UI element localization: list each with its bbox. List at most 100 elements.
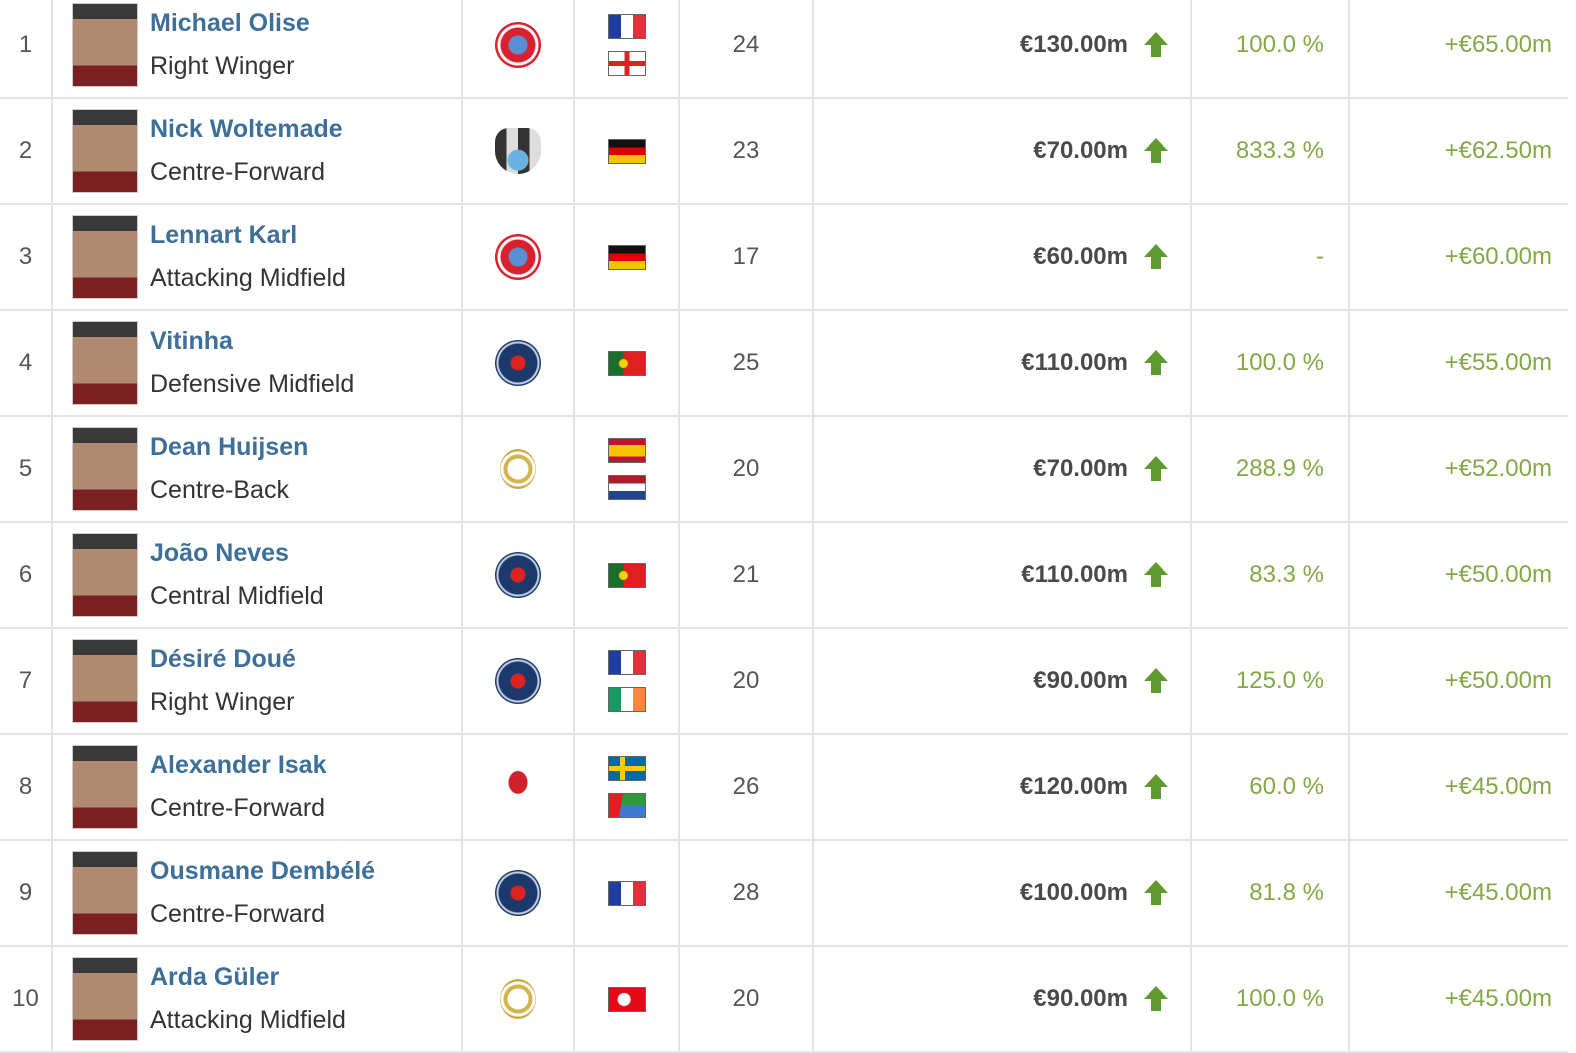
newcastle-logo[interactable] xyxy=(495,128,541,174)
table-row: 3 Lennart Karl Attacking Midfield 17 €60… xyxy=(0,205,1568,311)
player-photo[interactable] xyxy=(72,321,138,405)
flag-portugal-icon xyxy=(607,350,646,376)
psg-logo[interactable] xyxy=(495,552,541,598)
player-name-link[interactable]: Dean Huijsen xyxy=(150,433,309,461)
market-value: €90.00m xyxy=(1033,985,1128,1012)
player-photo[interactable] xyxy=(72,3,138,87)
age: 17 xyxy=(680,205,814,309)
player-name-link[interactable]: Vitinha xyxy=(150,327,233,355)
nationality-cell xyxy=(575,841,680,945)
flag-spain-icon xyxy=(607,438,646,463)
player-cell: Vitinha Defensive Midfield xyxy=(53,311,463,415)
value-gain: +€45.00m xyxy=(1444,879,1552,906)
up-arrow-icon xyxy=(1144,880,1168,906)
rank: 8 xyxy=(0,735,53,839)
market-value: €70.00m xyxy=(1033,455,1128,482)
age: 25 xyxy=(680,311,814,415)
real-madrid-logo[interactable] xyxy=(500,979,536,1019)
bayern-munich-logo[interactable] xyxy=(495,22,541,68)
liverpool-logo[interactable] xyxy=(495,764,541,810)
market-value-cell: €110.00m xyxy=(814,311,1192,415)
up-arrow-icon xyxy=(1144,32,1168,58)
player-name-link[interactable]: João Neves xyxy=(150,539,289,567)
player-position: Centre-Back xyxy=(150,476,289,504)
club-cell xyxy=(463,417,575,521)
player-cell: Alexander Isak Centre-Forward xyxy=(53,735,463,839)
psg-logo[interactable] xyxy=(495,870,541,916)
player-cell: João Neves Central Midfield xyxy=(53,523,463,627)
table-row: 9 Ousmane Dembélé Centre-Forward 28 €100… xyxy=(0,841,1568,947)
flag-ireland-icon xyxy=(607,687,646,712)
player-name-link[interactable]: Désiré Doué xyxy=(150,645,296,673)
age: 20 xyxy=(680,947,814,1051)
market-value: €110.00m xyxy=(1021,561,1128,588)
value-gain: +€50.00m xyxy=(1444,667,1552,694)
player-photo[interactable] xyxy=(72,427,138,511)
table-row: 1 Michael Olise Right Winger 24 €130.00m… xyxy=(0,0,1568,99)
change-percent: 288.9 % xyxy=(1192,417,1350,521)
club-cell xyxy=(463,523,575,627)
nationality-cell xyxy=(575,947,680,1051)
bayern-munich-logo[interactable] xyxy=(495,234,541,280)
player-photo[interactable] xyxy=(72,109,138,193)
player-cell: Dean Huijsen Centre-Back xyxy=(53,417,463,521)
flag-france-icon xyxy=(607,880,646,906)
player-photo[interactable] xyxy=(72,215,138,299)
psg-logo[interactable] xyxy=(495,658,541,704)
market-value-cell: €60.00m xyxy=(814,205,1192,309)
age: 23 xyxy=(680,99,814,203)
change-percent: - xyxy=(1192,205,1350,309)
player-cell: Désiré Doué Right Winger xyxy=(53,629,463,733)
real-madrid-logo[interactable] xyxy=(500,449,536,489)
market-value: €60.00m xyxy=(1033,243,1128,270)
rank: 4 xyxy=(0,311,53,415)
player-photo[interactable] xyxy=(72,745,138,829)
value-gain: +€62.50m xyxy=(1444,137,1552,164)
age: 20 xyxy=(680,417,814,521)
player-name-link[interactable]: Alexander Isak xyxy=(150,751,327,779)
change-percent: 83.3 % xyxy=(1192,523,1350,627)
player-name-link[interactable]: Michael Olise xyxy=(150,9,310,37)
rank: 3 xyxy=(0,205,53,309)
player-name-link[interactable]: Nick Woltemade xyxy=(150,115,343,143)
psg-logo[interactable] xyxy=(495,340,541,386)
rank: 5 xyxy=(0,417,53,521)
value-gain: +€65.00m xyxy=(1444,31,1552,58)
change-percent: 125.0 % xyxy=(1192,629,1350,733)
rank: 1 xyxy=(0,0,53,97)
player-position: Centre-Forward xyxy=(150,794,326,822)
table-row: 4 Vitinha Defensive Midfield 25 €110.00m… xyxy=(0,311,1568,417)
value-gain: +€50.00m xyxy=(1444,561,1552,588)
player-name-link[interactable]: Lennart Karl xyxy=(150,221,298,249)
player-photo[interactable] xyxy=(72,957,138,1041)
age: 21 xyxy=(680,523,814,627)
up-arrow-icon xyxy=(1144,244,1168,270)
age: 20 xyxy=(680,629,814,733)
player-position: Attacking Midfield xyxy=(150,264,346,292)
player-photo[interactable] xyxy=(72,851,138,935)
market-value-cell: €70.00m xyxy=(814,99,1192,203)
change-percent: 100.0 % xyxy=(1192,0,1350,97)
player-position: Central Midfield xyxy=(150,582,324,610)
up-arrow-icon xyxy=(1144,138,1168,164)
change-percent: 100.0 % xyxy=(1192,947,1350,1051)
player-cell: Arda Güler Attacking Midfield xyxy=(53,947,463,1051)
player-cell: Ousmane Dembélé Centre-Forward xyxy=(53,841,463,945)
player-photo[interactable] xyxy=(72,639,138,723)
player-name-link[interactable]: Arda Güler xyxy=(150,963,280,991)
age: 26 xyxy=(680,735,814,839)
flag-germany-icon xyxy=(607,244,646,270)
up-arrow-icon xyxy=(1144,774,1168,800)
market-value-cell: €90.00m xyxy=(814,947,1192,1051)
up-arrow-icon xyxy=(1144,562,1168,588)
player-name-link[interactable]: Ousmane Dembélé xyxy=(150,857,376,885)
nationality-cell xyxy=(575,0,680,97)
change-percent: 60.0 % xyxy=(1192,735,1350,839)
flag-sweden-icon xyxy=(607,756,646,781)
club-cell xyxy=(463,947,575,1051)
nationality-cell xyxy=(575,417,680,521)
rank: 7 xyxy=(0,629,53,733)
player-photo[interactable] xyxy=(72,533,138,617)
nationality-cell xyxy=(575,205,680,309)
